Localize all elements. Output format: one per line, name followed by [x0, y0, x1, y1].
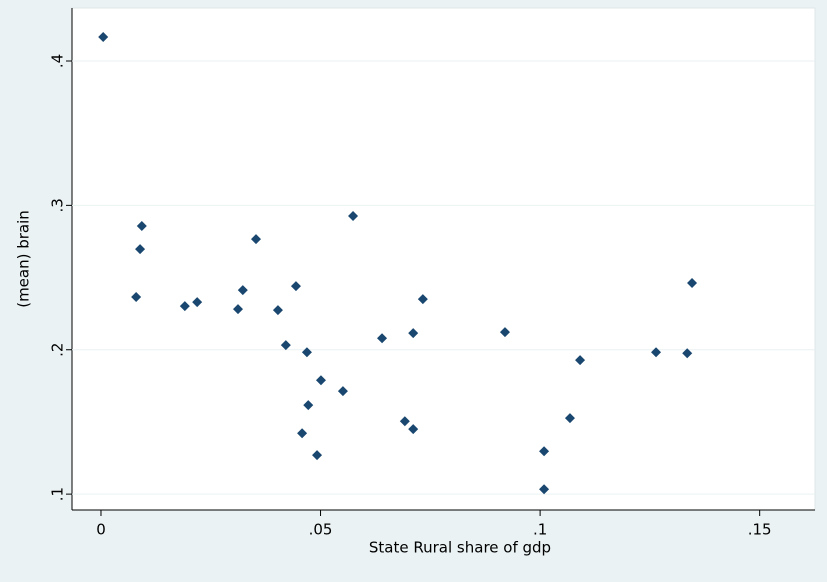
point — [237, 285, 248, 296]
point — [135, 244, 146, 255]
point — [682, 348, 693, 359]
plot-region — [71, 7, 816, 511]
point — [687, 278, 698, 289]
point — [651, 347, 662, 358]
point — [301, 347, 312, 358]
point — [564, 413, 575, 424]
y-axis-title: (mean) brain — [15, 210, 33, 308]
y-tick-label: .4 — [49, 54, 67, 68]
x-tick-label: 0 — [96, 521, 106, 539]
point — [348, 211, 359, 222]
point — [179, 301, 190, 312]
x-tick-label: .1 — [533, 521, 547, 539]
point — [337, 386, 348, 397]
x-tick-label: .05 — [309, 521, 333, 539]
point — [192, 297, 203, 308]
point — [280, 340, 291, 351]
point — [499, 327, 510, 338]
point — [232, 304, 243, 315]
y-tick-label: .3 — [49, 198, 67, 212]
point — [290, 281, 301, 292]
point — [136, 221, 147, 232]
point — [575, 355, 586, 366]
point — [303, 400, 314, 411]
x-tick-label: .15 — [748, 521, 772, 539]
point — [539, 446, 550, 457]
point — [315, 375, 326, 386]
x-axis-title: State Rural share of gdp — [369, 539, 551, 557]
point — [272, 305, 283, 316]
point — [539, 484, 550, 495]
point — [377, 333, 388, 344]
point — [98, 32, 109, 43]
point — [297, 428, 308, 439]
point — [131, 292, 142, 303]
y-tick-label: .2 — [49, 343, 67, 357]
point — [417, 294, 428, 305]
y-tick-label: .1 — [49, 487, 67, 501]
point — [408, 328, 419, 339]
point — [408, 424, 419, 435]
point — [250, 234, 261, 245]
point — [399, 416, 410, 427]
point — [312, 450, 323, 461]
